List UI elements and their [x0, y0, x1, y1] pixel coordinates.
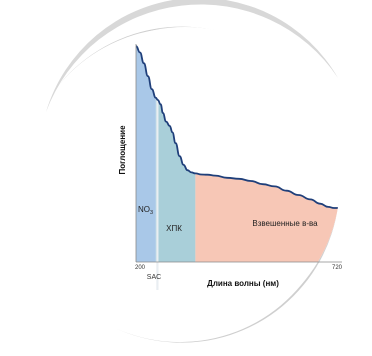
- region-band-2: [195, 173, 340, 262]
- no3-subscript: 3: [150, 210, 153, 216]
- x-axis-label: Длина волны (нм): [207, 279, 279, 288]
- sac-label: SAC: [147, 274, 161, 281]
- y-axis-label: Поглощение: [118, 125, 127, 175]
- x-tick-label: 720: [332, 265, 343, 271]
- x-tick-label: 200: [135, 265, 146, 271]
- region-band-1: [155, 97, 196, 262]
- region-label-cod: ХПК: [166, 224, 182, 233]
- no3-text: NO: [138, 205, 150, 214]
- region-label-tss: Взвешенные в-ва: [252, 219, 318, 228]
- region-label-no3: NO3: [138, 205, 153, 216]
- absorbance-curve: [135, 45, 340, 209]
- plot-area: [135, 45, 340, 290]
- region-band-0: [136, 46, 156, 262]
